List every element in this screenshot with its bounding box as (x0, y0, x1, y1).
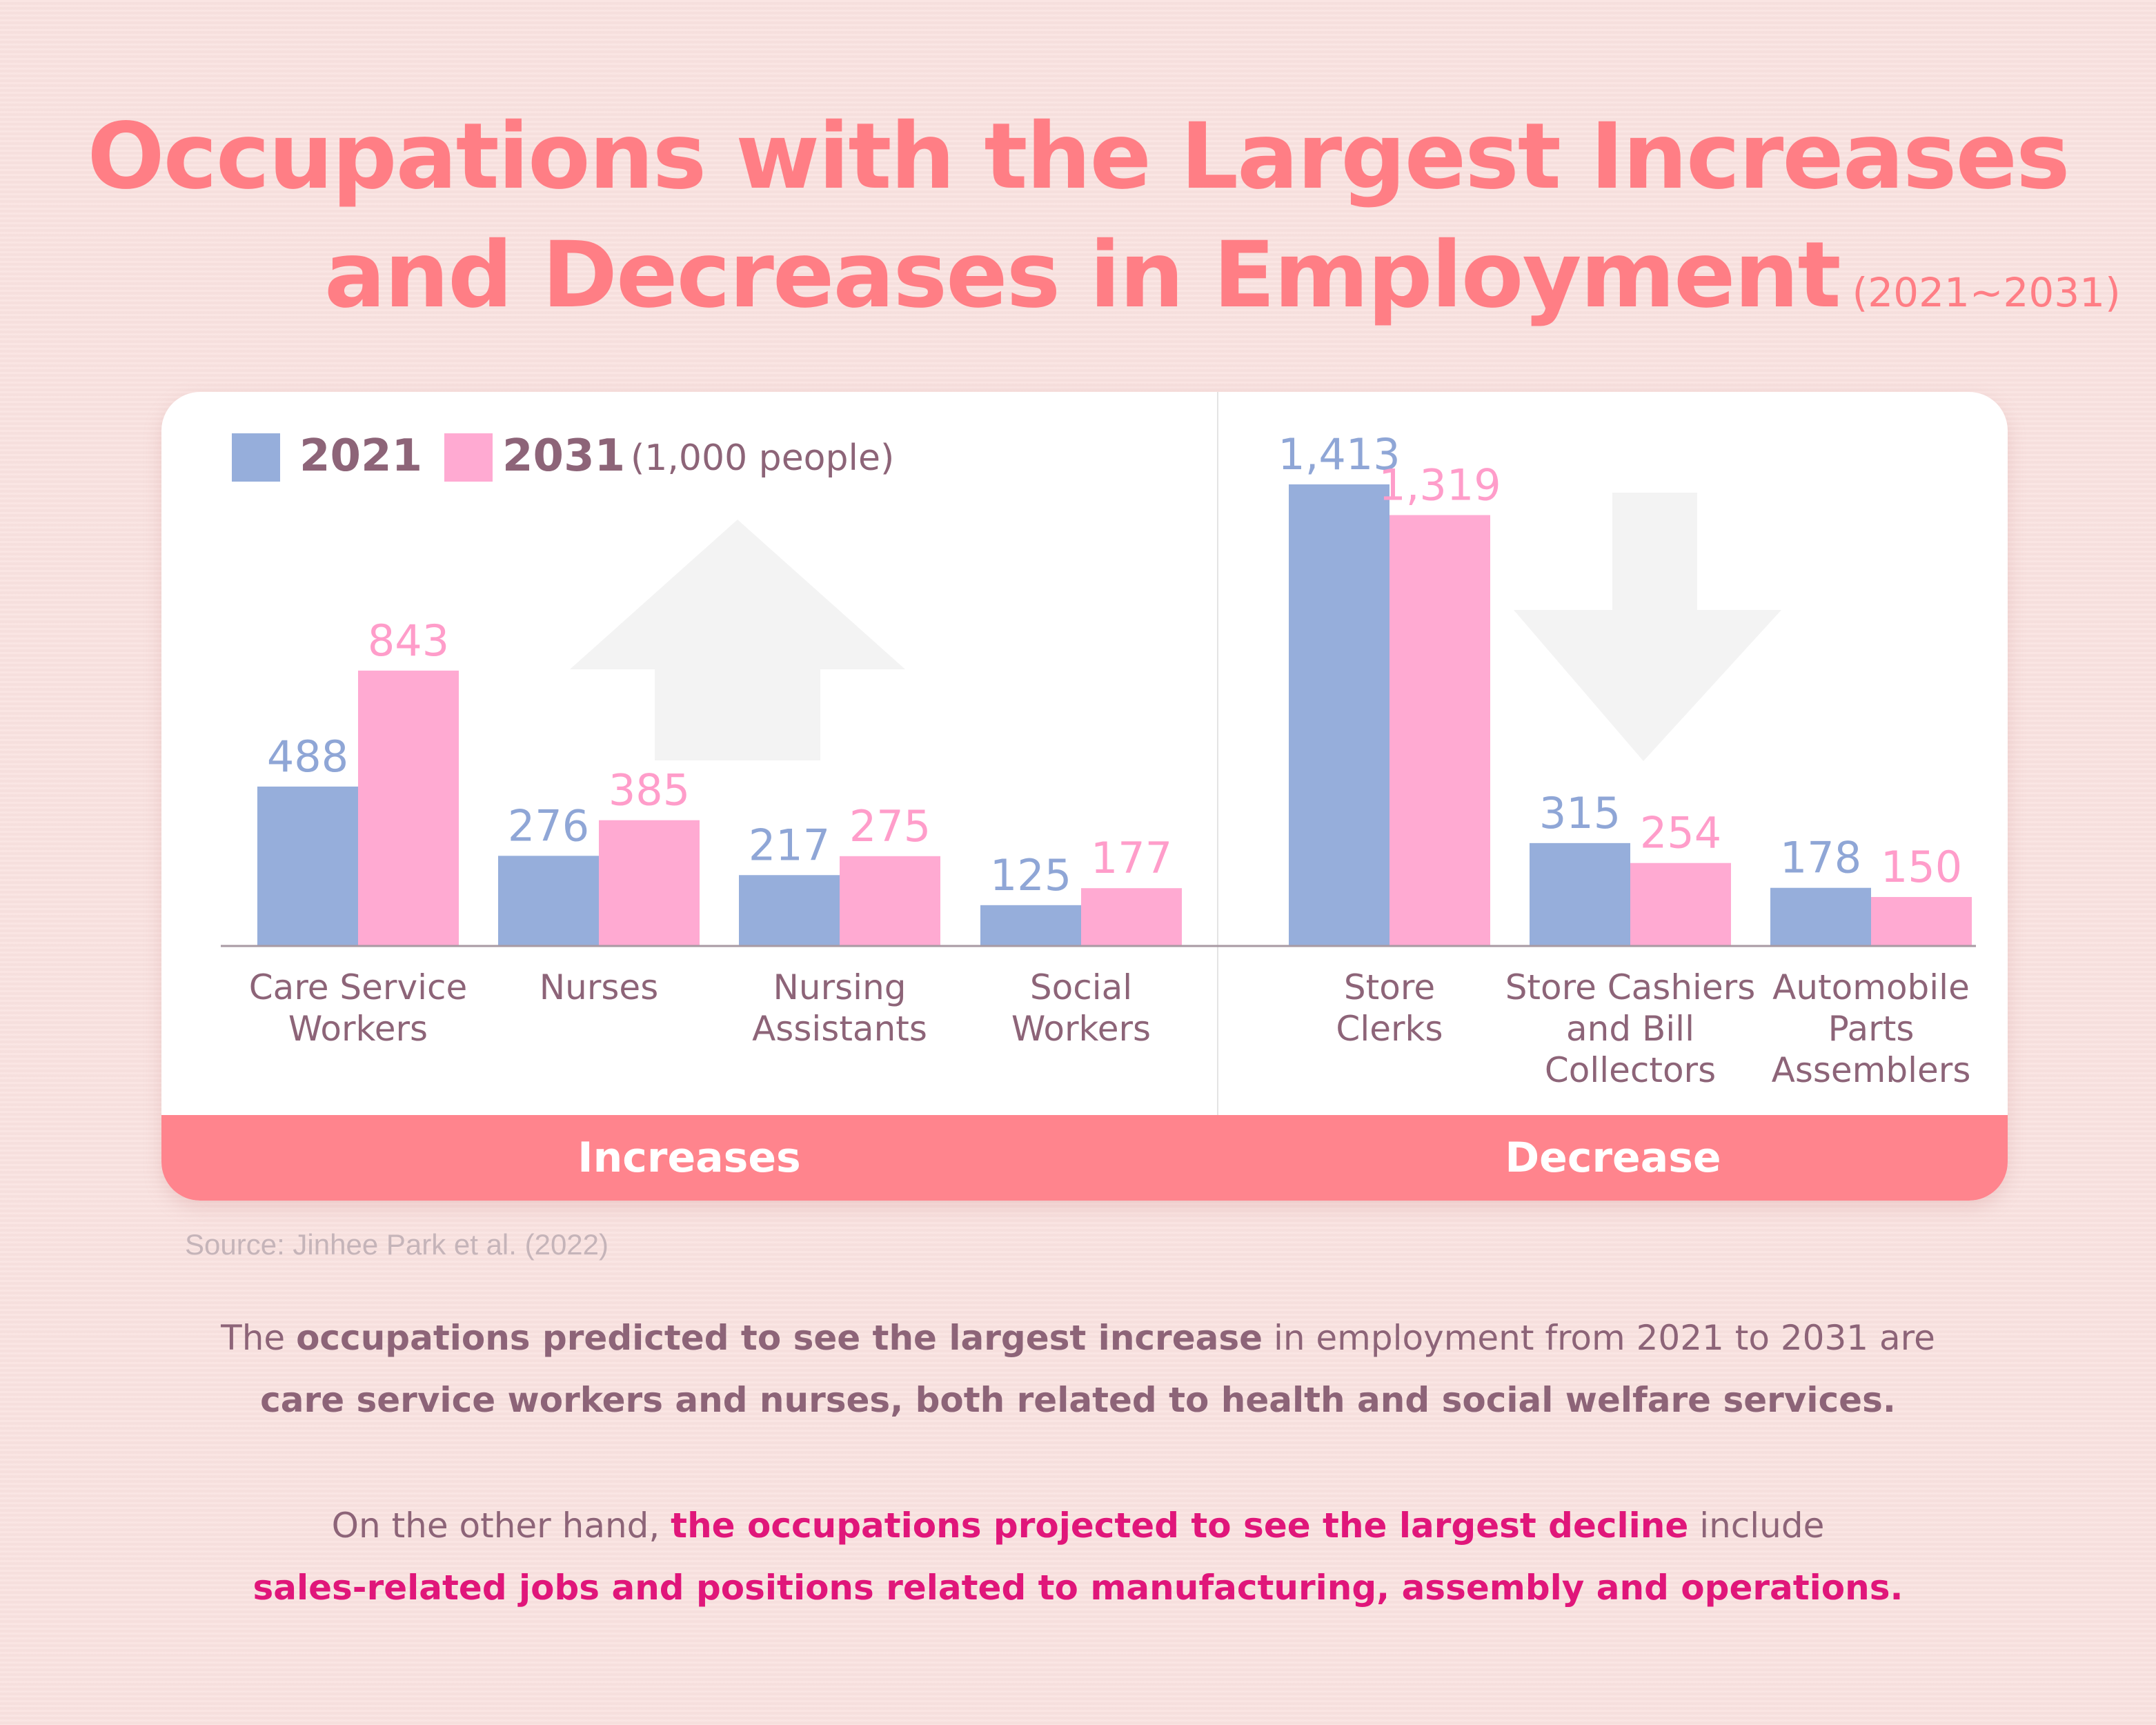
bar-2021-1 (498, 856, 599, 946)
value-label-2021-0: 488 (267, 731, 348, 782)
value-label-2021-2: 217 (749, 820, 830, 870)
source-note: Source: Jinhee Park et al. (2022) (185, 1228, 609, 1261)
p1-pre: The (221, 1318, 297, 1358)
legend-unit: (1,000 people) (631, 437, 895, 479)
p2-highlight-1: the occupations projected to see the lar… (671, 1506, 1689, 1546)
title-years: (2021~2031) (1852, 269, 2121, 316)
category-label-5-2: Collectors (1545, 1050, 1716, 1090)
section-divider (1217, 392, 1218, 1201)
bar-2031-1 (599, 820, 700, 946)
category-label-4-1: Clerks (1336, 1009, 1443, 1049)
p2-pre: On the other hand, (331, 1506, 671, 1546)
value-label-2021-6: 178 (1780, 833, 1861, 883)
decrease-label: Decrease (1505, 1134, 1721, 1182)
paragraph-1-line-2: care service workers and nurses, both re… (0, 1380, 2156, 1420)
bar-2031-5 (1630, 862, 1731, 946)
category-label-2-0: Nursing (773, 967, 906, 1007)
title-line-2-text: and Decreases in Employment (324, 222, 1841, 328)
down-arrow-icon (1514, 493, 1781, 761)
value-label-2031-6: 150 (1881, 842, 1962, 892)
value-label-2021-5: 315 (1539, 788, 1621, 838)
category-label-6-1: Parts (1828, 1009, 1915, 1049)
value-label-2021-4: 1,413 (1278, 429, 1401, 480)
footer-bar: Increases Decrease (161, 1115, 2008, 1201)
bar-2021-4 (1289, 484, 1389, 946)
category-label-2-1: Assistants (752, 1009, 927, 1049)
value-label-2021-3: 125 (990, 850, 1071, 900)
chart-card: 2021 2031 (1,000 people) 488 843 Care Serv… (161, 392, 2008, 1201)
paragraph-2-line-2: sales-related jobs and positions related… (0, 1568, 2156, 1608)
value-label-2031-3: 177 (1091, 833, 1172, 883)
value-label-2031-0: 843 (368, 615, 449, 666)
category-label-0-0: Care Service (249, 967, 467, 1007)
title-line-1: Occupations with the Largest Increases (87, 103, 2070, 210)
bar-2021-6 (1770, 887, 1871, 946)
category-label-6-0: Automobile (1772, 967, 1970, 1007)
p1-bold-1: occupations predicted to see the largest… (296, 1318, 1263, 1358)
up-arrow-icon (570, 520, 905, 760)
p1-mid: in employment from 2021 to 2031 are (1263, 1318, 1935, 1358)
bar-2031-0 (358, 670, 459, 946)
value-label-2031-2: 275 (849, 801, 931, 851)
bar-2021-2 (739, 875, 840, 946)
bar-2031-6 (1871, 896, 1972, 946)
title-line-2: and Decreases in Employment (2021~2031) (324, 222, 2121, 328)
legend-swatch-2031 (444, 433, 493, 482)
category-label-3-1: Workers (1011, 1009, 1151, 1049)
paragraph-2-line-1: On the other hand, the occupations proje… (0, 1506, 2156, 1546)
value-label-2031-5: 254 (1640, 808, 1721, 858)
p1-bold-2: care service workers and nurses, both re… (260, 1380, 1896, 1420)
bar-2031-2 (840, 856, 940, 946)
category-label-5-0: Store Cashiers (1505, 967, 1756, 1007)
bar-2031-4 (1389, 515, 1490, 946)
legend-label-2021: 2021 (299, 431, 423, 482)
category-label-1-0: Nurses (540, 967, 659, 1007)
category-label-4-0: Store (1344, 967, 1435, 1007)
bar-2021-5 (1530, 842, 1630, 946)
bar-2021-0 (257, 786, 358, 946)
value-label-2031-1: 385 (609, 765, 690, 816)
p2-mid: include (1688, 1506, 1825, 1546)
category-label-0-1: Workers (288, 1009, 428, 1049)
bar-2031-3 (1081, 888, 1182, 946)
category-label-5-1: and Bill (1566, 1009, 1694, 1049)
value-label-2021-1: 276 (508, 800, 589, 851)
legend-label-2031: 2031 (502, 431, 626, 482)
paragraph-1-line-1: The occupations predicted to see the lar… (0, 1318, 2156, 1358)
increases-label: Increases (577, 1134, 801, 1182)
bar-2021-3 (980, 905, 1081, 946)
p2-highlight-2: sales-related jobs and positions related… (253, 1568, 1903, 1608)
value-label-2031-4: 1,319 (1378, 460, 1501, 511)
category-label-6-2: Assemblers (1772, 1050, 1971, 1090)
category-label-3-0: Social (1030, 967, 1132, 1007)
legend-swatch-2021 (232, 433, 280, 482)
